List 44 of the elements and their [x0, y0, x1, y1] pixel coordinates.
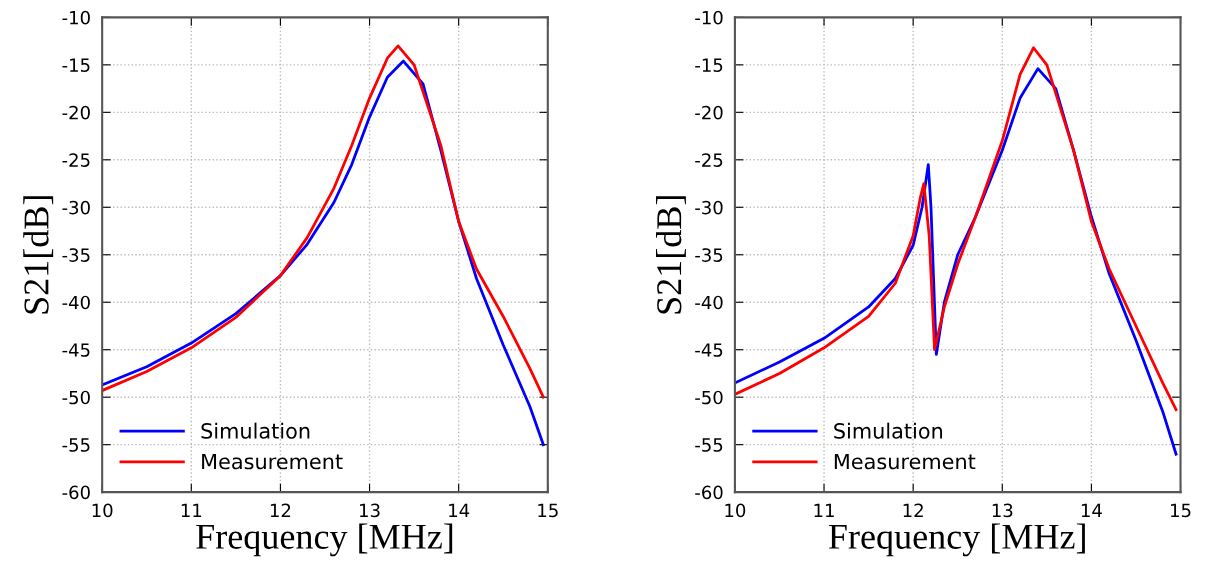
y-tick-label: -60 — [62, 485, 90, 500]
y-tick-label: -50 — [62, 390, 90, 405]
y-tick-label: -20 — [695, 105, 723, 120]
x-tick-label: 13 — [992, 503, 1013, 518]
legend-label: Measurement — [202, 453, 343, 470]
y-tick-label: -30 — [695, 200, 723, 215]
x-tick-label: 13 — [360, 503, 380, 518]
y-tick-label: -25 — [695, 153, 723, 167]
x-tick-label: 14 — [449, 503, 470, 517]
legend-label: Simulation — [834, 422, 943, 439]
y-tick-label: -15 — [62, 58, 90, 72]
y-tick-label: -45 — [695, 343, 723, 357]
y-tick-label: -60 — [695, 485, 723, 500]
x-tick-label: 15 — [538, 503, 558, 518]
y-tick-label: -20 — [62, 105, 90, 120]
line-series — [102, 44, 545, 399]
y-tick-label: -10 — [62, 10, 90, 25]
y-tick-label: -40 — [695, 295, 723, 310]
x-axis-title: Frequency [MHz] — [828, 523, 1085, 557]
x-tick-label: 12 — [903, 503, 923, 517]
y-tick-label: -55 — [62, 438, 90, 452]
y-tick-label: -35 — [62, 248, 90, 262]
legend-label: Simulation — [201, 422, 310, 439]
y-axis-title: S21[dB] — [23, 196, 54, 314]
x-tick-label: 10 — [92, 503, 113, 518]
y-tick-label: -25 — [62, 153, 90, 167]
line-series — [734, 46, 1178, 411]
y-tick-label: -30 — [62, 200, 90, 215]
x-tick-label: 12 — [270, 503, 291, 517]
x-tick-label: 11 — [181, 503, 202, 517]
x-tick-label: 15 — [1171, 503, 1191, 518]
x-tick-label: 11 — [814, 503, 834, 517]
y-tick-label: -40 — [62, 295, 90, 310]
x-axis-title: Frequency [MHz] — [196, 523, 453, 557]
y-tick-label: -10 — [695, 10, 723, 25]
y-tick-label: -50 — [695, 390, 723, 405]
y-tick-label: -35 — [695, 248, 723, 262]
y-tick-label: -15 — [695, 58, 723, 72]
y-tick-label: -45 — [62, 343, 90, 357]
x-tick-label: 14 — [1081, 503, 1102, 517]
legend-label: Measurement — [834, 453, 976, 470]
x-tick-label: 10 — [725, 503, 746, 518]
y-tick-label: -55 — [695, 438, 723, 452]
y-axis-title: S21[dB] — [656, 196, 686, 314]
